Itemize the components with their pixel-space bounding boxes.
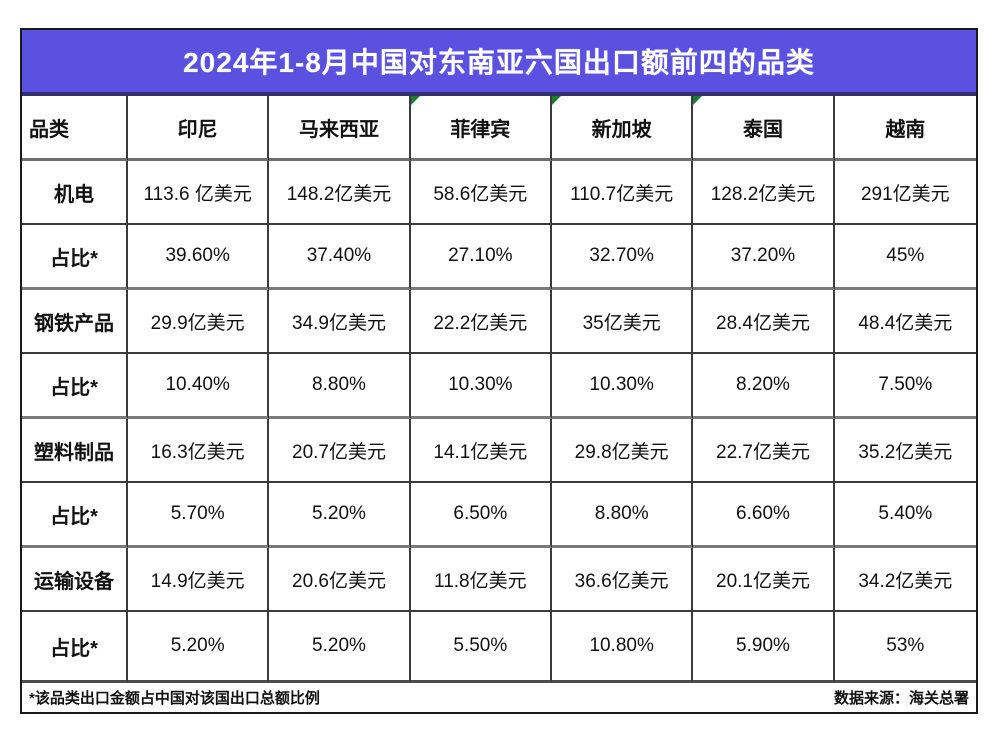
table-cell: 20.6亿美元 bbox=[269, 548, 411, 612]
table-cell: 29.8亿美元 bbox=[551, 419, 694, 483]
footnote-text: *该品类出口金额占中国对该国出口总额比例 bbox=[29, 690, 320, 707]
table-cell: 34.9亿美元 bbox=[269, 290, 411, 354]
table-cell: 10.80% bbox=[551, 612, 694, 683]
table-cell: 5.20% bbox=[128, 612, 270, 683]
table-cell: 5.90% bbox=[693, 612, 835, 683]
table-cell: 16.3亿美元 bbox=[128, 419, 270, 483]
table-grid: 品类 印尼 马来西亚 菲律宾 新加坡 泰国 越南 机电 113.6 亿美元 14… bbox=[22, 96, 976, 712]
data-source-text: 数据来源：海关总署 bbox=[833, 690, 969, 707]
table-cell: 35亿美元 bbox=[551, 290, 694, 354]
table-cell: 8.80% bbox=[269, 354, 411, 419]
table-cell: 110.7亿美元 bbox=[551, 161, 694, 225]
column-header-philippines: 菲律宾 bbox=[410, 96, 552, 161]
column-header-malaysia: 马来西亚 bbox=[269, 96, 411, 161]
table-cell: 39.60% bbox=[128, 225, 270, 290]
row-label: 塑料制品 bbox=[22, 419, 128, 483]
table-cell: 5.70% bbox=[128, 483, 270, 548]
table-cell: 58.6亿美元 bbox=[410, 161, 552, 225]
table-cell: 148.2亿美元 bbox=[269, 161, 411, 225]
table-cell: 113.6 亿美元 bbox=[128, 161, 270, 225]
table-cell: 11.8亿美元 bbox=[410, 548, 552, 612]
table-cell: 10.30% bbox=[551, 354, 694, 419]
row-label: 占比* bbox=[22, 612, 128, 683]
row-label: 运输设备 bbox=[22, 548, 128, 612]
table-cell: 35.2亿美元 bbox=[834, 419, 976, 483]
table-cell: 53% bbox=[834, 612, 976, 683]
table-cell: 29.9亿美元 bbox=[128, 290, 270, 354]
column-header-label: 新加坡 bbox=[591, 118, 652, 141]
table-cell: 48.4亿美元 bbox=[834, 290, 976, 354]
table-cell: 10.40% bbox=[128, 354, 270, 419]
excel-error-marker-icon bbox=[551, 96, 561, 105]
table-cell: 37.40% bbox=[269, 225, 411, 290]
table-cell: 20.1亿美元 bbox=[693, 548, 835, 612]
export-table: 2024年1-8月中国对东南亚六国出口额前四的品类 品类 印尼 马来西亚 菲律宾… bbox=[20, 28, 978, 714]
table-cell: 5.20% bbox=[269, 612, 411, 683]
table-cell: 10.30% bbox=[410, 354, 552, 419]
row-label: 机电 bbox=[22, 161, 128, 225]
table-cell: 14.9亿美元 bbox=[128, 548, 270, 612]
table-cell: 8.20% bbox=[693, 354, 835, 419]
row-label: 钢铁产品 bbox=[22, 290, 128, 354]
column-header-thailand: 泰国 bbox=[693, 96, 835, 161]
table-cell: 22.2亿美元 bbox=[410, 290, 552, 354]
table-cell: 5.50% bbox=[410, 612, 552, 683]
column-header-label: 泰国 bbox=[742, 118, 783, 141]
table-cell: 6.60% bbox=[693, 483, 835, 548]
table-cell: 7.50% bbox=[834, 354, 976, 419]
column-header-vietnam: 越南 bbox=[834, 96, 976, 161]
table-cell: 14.1亿美元 bbox=[410, 419, 552, 483]
row-label: 占比* bbox=[22, 483, 128, 548]
column-header-label: 菲律宾 bbox=[450, 118, 511, 141]
table-cell: 291亿美元 bbox=[834, 161, 976, 225]
table-cell: 5.20% bbox=[269, 483, 411, 548]
table-cell: 27.10% bbox=[410, 225, 552, 290]
row-label: 占比* bbox=[22, 225, 128, 290]
excel-error-marker-icon bbox=[693, 96, 703, 105]
table-cell: 8.80% bbox=[551, 483, 694, 548]
table-cell: 28.4亿美元 bbox=[693, 290, 835, 354]
table-cell: 128.2亿美元 bbox=[693, 161, 835, 225]
column-header-indonesia: 印尼 bbox=[128, 96, 270, 161]
column-header-category: 品类 bbox=[22, 96, 128, 161]
table-footer: *该品类出口金额占中国对该国出口总额比例 数据来源：海关总署 bbox=[22, 683, 976, 712]
table-cell: 36.6亿美元 bbox=[551, 548, 694, 612]
table-cell: 37.20% bbox=[693, 225, 835, 290]
table-cell: 20.7亿美元 bbox=[269, 419, 411, 483]
table-cell: 5.40% bbox=[834, 483, 976, 548]
table-cell: 34.2亿美元 bbox=[834, 548, 976, 612]
table-cell: 32.70% bbox=[551, 225, 694, 290]
table-cell: 22.7亿美元 bbox=[693, 419, 835, 483]
table-title-bar: 2024年1-8月中国对东南亚六国出口额前四的品类 bbox=[22, 30, 976, 96]
excel-error-marker-icon bbox=[410, 96, 420, 105]
table-cell: 6.50% bbox=[410, 483, 552, 548]
table-cell: 45% bbox=[834, 225, 976, 290]
table-title: 2024年1-8月中国对东南亚六国出口额前四的品类 bbox=[183, 47, 815, 78]
row-label: 占比* bbox=[22, 354, 128, 419]
column-header-singapore: 新加坡 bbox=[551, 96, 694, 161]
